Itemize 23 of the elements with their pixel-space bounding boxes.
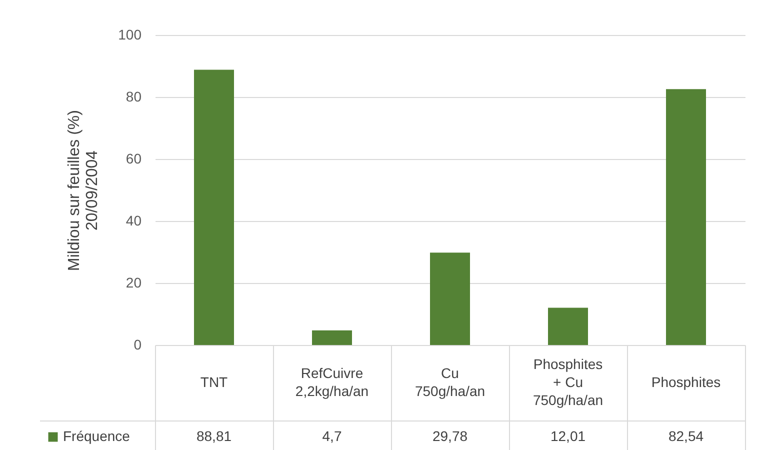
x-tick-label: TNT <box>200 374 228 390</box>
y-axis-title: Mildiou sur feuilles (%) 20/09/2004 <box>66 110 102 271</box>
bar <box>666 89 706 345</box>
x-tick-label: Phosphites + Cu 750g/ha/an <box>532 356 604 408</box>
data-label: 82,54 <box>668 428 704 444</box>
y-tick-label: 40 <box>126 212 142 228</box>
data-label: 12,01 <box>550 428 586 444</box>
y-tick-label: 60 <box>126 150 142 166</box>
data-label: 88,81 <box>196 428 232 444</box>
x-tick-label: Phosphites <box>651 374 721 390</box>
x-tick-label: Cu 750g/ha/an <box>414 365 486 399</box>
data-label: 29,78 <box>432 428 468 444</box>
y-tick-label: 100 <box>118 26 142 42</box>
bar <box>312 330 352 345</box>
bar <box>430 252 470 345</box>
y-tick-label: 80 <box>126 88 142 104</box>
y-tick-label: 20 <box>126 274 142 290</box>
data-label: 4,7 <box>322 428 342 444</box>
bar <box>194 70 234 345</box>
legend-label: Fréquence <box>63 428 130 444</box>
y-tick-label: 0 <box>134 336 142 352</box>
x-tick-label: RefCuivre 2,2kg/ha/an <box>295 365 369 399</box>
bar <box>548 308 588 345</box>
